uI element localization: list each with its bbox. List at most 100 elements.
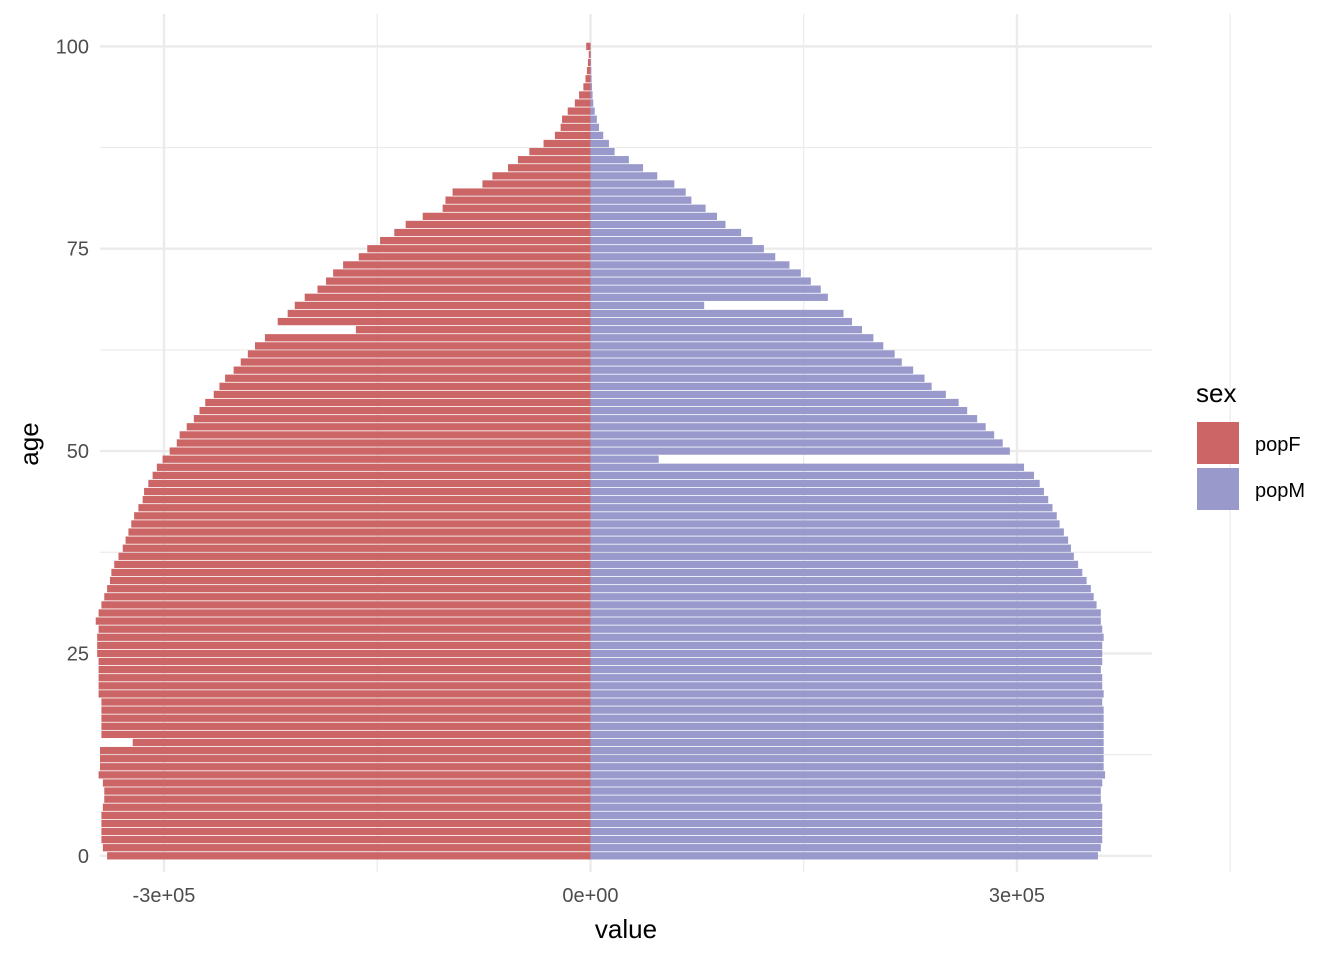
bar-popF-age-15 bbox=[101, 730, 591, 739]
bar-popF-age-12 bbox=[100, 755, 591, 763]
bar-popF-age-51 bbox=[176, 439, 591, 447]
bar-popM-age-66 bbox=[590, 317, 853, 326]
bar-popF-age-44 bbox=[142, 496, 591, 504]
bar-popF-age-29 bbox=[95, 617, 591, 625]
bar-popF-age-69 bbox=[304, 293, 591, 301]
bar-popM-age-97 bbox=[590, 67, 592, 75]
bar-popF-age-34 bbox=[109, 576, 591, 585]
legend: sex popF popM bbox=[1196, 378, 1305, 510]
bar-popM-age-65 bbox=[590, 326, 862, 334]
bar-popM-age-62 bbox=[590, 350, 895, 358]
bar-popF-age-97 bbox=[586, 67, 591, 75]
bar-popM-age-93 bbox=[590, 99, 594, 107]
bar-popF-age-62 bbox=[247, 350, 591, 358]
bar-popF-age-60 bbox=[233, 366, 591, 374]
bar-popF-age-52 bbox=[179, 431, 591, 439]
bar-popM-age-83 bbox=[590, 180, 675, 188]
bar-popM-age-73 bbox=[590, 261, 790, 269]
bar-popF-age-22 bbox=[98, 674, 591, 682]
bar-popF-age-67 bbox=[287, 309, 591, 318]
bar-popM-age-10 bbox=[590, 771, 1106, 779]
bar-popM-age-45 bbox=[590, 487, 1044, 496]
bar-popF-age-39 bbox=[125, 536, 591, 544]
bar-popF-age-85 bbox=[508, 164, 591, 172]
bar-popM-age-59 bbox=[590, 374, 925, 382]
bar-popM-age-58 bbox=[590, 382, 932, 390]
bar-popF-age-31 bbox=[101, 601, 591, 609]
bar-popF-age-55 bbox=[199, 406, 591, 415]
bar-popM-age-48 bbox=[590, 463, 1025, 471]
bar-popM-age-89 bbox=[590, 131, 604, 140]
legend-key-popF bbox=[1197, 422, 1239, 464]
x-axis-title: value bbox=[595, 914, 657, 944]
x-tick-label: 0e+00 bbox=[562, 885, 618, 907]
bar-popM-age-43 bbox=[590, 504, 1053, 512]
bar-popF-age-78 bbox=[405, 220, 591, 229]
bar-popF-age-89 bbox=[554, 131, 591, 140]
bar-popM-age-12 bbox=[590, 755, 1104, 763]
bar-popM-age-54 bbox=[590, 415, 978, 423]
legend-key-popM bbox=[1197, 468, 1239, 510]
bar-popF-age-68 bbox=[294, 301, 591, 310]
bar-popF-age-71 bbox=[326, 277, 591, 285]
bar-popF-age-14 bbox=[132, 738, 591, 747]
bar-popM-age-88 bbox=[590, 139, 609, 148]
bar-popM-age-22 bbox=[590, 674, 1103, 682]
bar-popM-age-3 bbox=[590, 827, 1103, 836]
bar-popM-age-95 bbox=[590, 83, 593, 91]
bar-popM-age-44 bbox=[590, 496, 1049, 504]
bar-popF-age-10 bbox=[98, 771, 591, 779]
bar-popM-age-13 bbox=[590, 746, 1104, 755]
x-tick-label: -3e+05 bbox=[133, 885, 196, 907]
bar-popM-age-61 bbox=[590, 358, 902, 366]
bar-popF-age-40 bbox=[128, 528, 591, 536]
bar-popM-age-28 bbox=[590, 625, 1103, 633]
bar-popF-age-42 bbox=[134, 512, 591, 520]
bar-popF-age-95 bbox=[583, 83, 591, 91]
y-tick-label: 100 bbox=[56, 36, 89, 58]
bar-popM-age-19 bbox=[590, 698, 1103, 706]
x-axis-tick-labels: -3e+05 0e+00 3e+05 bbox=[133, 885, 1045, 907]
bar-popF-age-90 bbox=[560, 123, 591, 131]
bar-popF-age-100 bbox=[586, 42, 591, 51]
bar-popF-age-58 bbox=[219, 382, 591, 390]
bar-popM-age-9 bbox=[590, 779, 1103, 787]
bar-popF-age-98 bbox=[587, 58, 591, 67]
bar-popM-age-60 bbox=[590, 366, 914, 374]
bar-popF-age-30 bbox=[98, 609, 591, 617]
legend-label-popM: popM bbox=[1255, 480, 1305, 502]
bar-popF-age-80 bbox=[442, 204, 591, 212]
bar-popM-age-74 bbox=[590, 253, 776, 261]
bar-popF-age-74 bbox=[358, 253, 591, 261]
bar-popF-age-21 bbox=[98, 682, 591, 690]
bar-popF-age-18 bbox=[101, 706, 591, 714]
bar-popF-age-92 bbox=[567, 107, 591, 115]
x-tick-label: 3e+05 bbox=[989, 885, 1045, 907]
bar-popF-age-35 bbox=[111, 568, 591, 577]
bar-popF-age-20 bbox=[98, 690, 591, 698]
bar-popF-age-0 bbox=[107, 852, 591, 860]
legend-title: sex bbox=[1196, 378, 1236, 408]
bar-popF-age-46 bbox=[148, 479, 591, 488]
bar-popM-age-30 bbox=[590, 609, 1101, 617]
bar-popM-age-20 bbox=[590, 690, 1104, 698]
bar-popM-age-79 bbox=[590, 212, 717, 221]
bar-popM-age-64 bbox=[590, 334, 874, 342]
bar-popF-age-26 bbox=[97, 641, 591, 650]
bar-popF-age-65 bbox=[355, 326, 591, 334]
bar-popF-age-87 bbox=[529, 147, 591, 156]
bar-popF-age-53 bbox=[186, 423, 591, 431]
bar-popM-age-41 bbox=[590, 520, 1060, 528]
bar-popM-age-47 bbox=[590, 471, 1035, 480]
bar-popM-age-86 bbox=[590, 156, 629, 164]
bar-popF-age-19 bbox=[101, 698, 591, 706]
bar-popM-age-84 bbox=[590, 172, 658, 180]
bar-popF-age-7 bbox=[104, 795, 591, 803]
bar-popF-age-38 bbox=[122, 544, 591, 552]
bar-popM-age-68 bbox=[590, 301, 705, 310]
bar-popF-age-13 bbox=[100, 746, 591, 755]
bar-popM-age-23 bbox=[590, 665, 1101, 674]
bar-popF-age-81 bbox=[445, 196, 591, 204]
bar-popF-age-36 bbox=[114, 560, 591, 569]
bar-popF-age-2 bbox=[101, 835, 591, 844]
